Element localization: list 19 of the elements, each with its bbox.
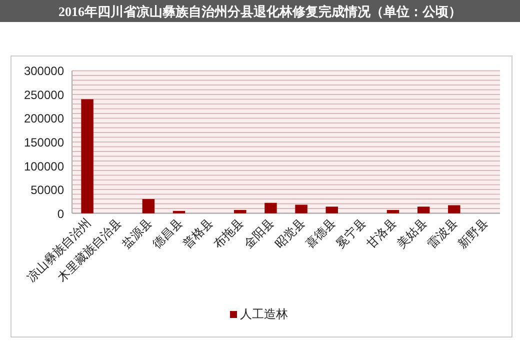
bar <box>264 202 277 214</box>
bar <box>448 205 460 214</box>
y-tick-label: 50000 <box>30 183 64 198</box>
bar <box>234 210 246 214</box>
y-tick-label: 150000 <box>24 136 64 150</box>
y-tick-label: 100000 <box>24 159 64 174</box>
bar <box>81 99 94 214</box>
y-tick-label: 200000 <box>24 112 64 126</box>
chart-title: 2016年四川省凉山彝族自治州分县退化林修复完成情况（单位：公顷） <box>58 4 462 19</box>
bar <box>295 204 308 214</box>
y-tick-label: 250000 <box>24 88 64 102</box>
bar <box>326 206 338 214</box>
bar <box>172 210 186 214</box>
y-tick-label: 300000 <box>24 64 64 78</box>
legend-label: 人工造林 <box>240 307 288 321</box>
bar <box>386 210 400 214</box>
y-tick-label: 0 <box>57 206 64 221</box>
bar <box>142 199 155 214</box>
bar <box>417 206 430 214</box>
